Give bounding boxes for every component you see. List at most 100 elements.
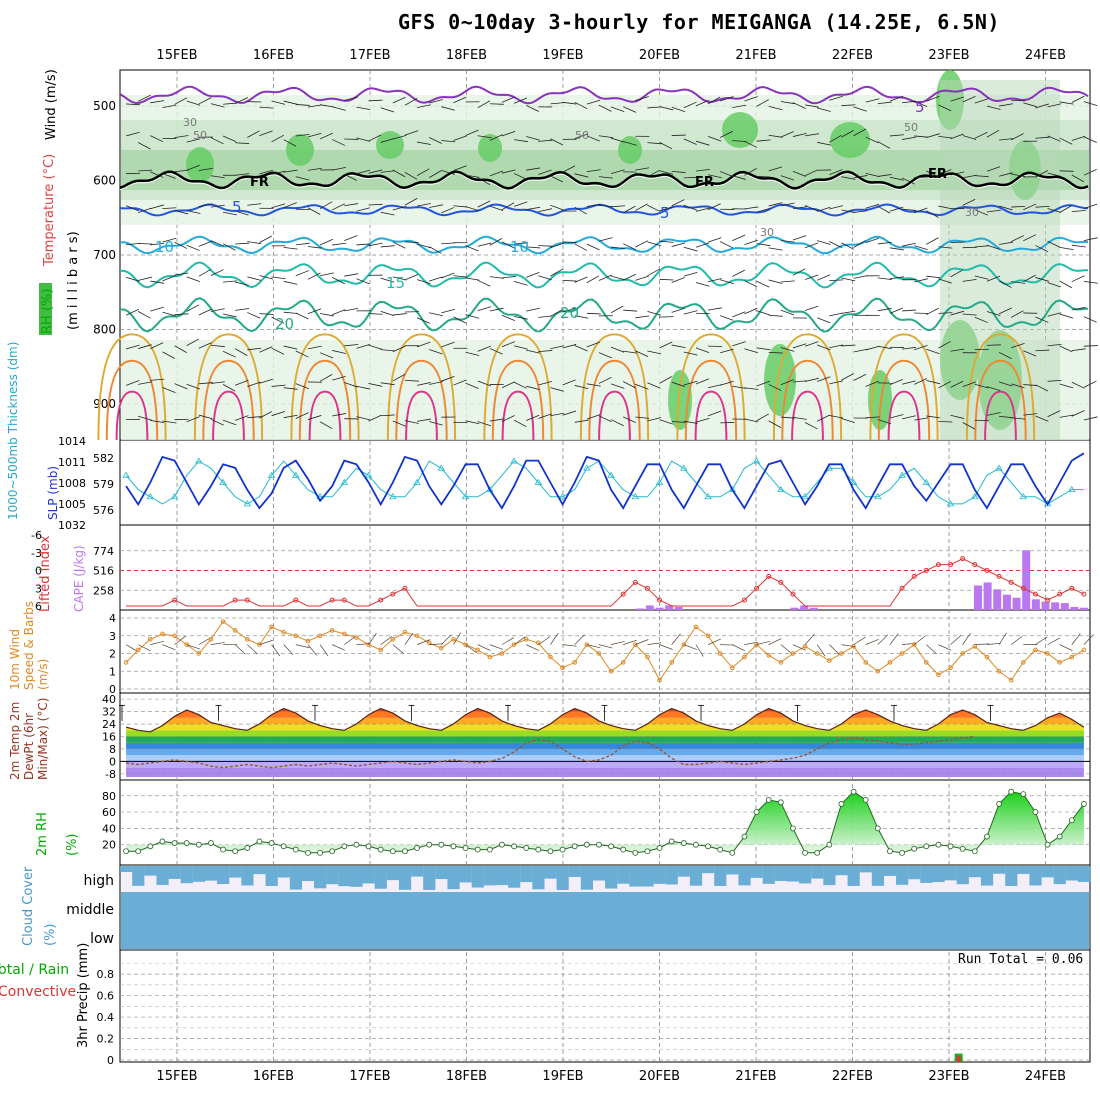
isotherm-label-10: 10 bbox=[155, 238, 174, 256]
upper-wind-barb bbox=[1035, 384, 1049, 392]
wind-speed-point bbox=[135, 647, 141, 653]
upper-wind-barb bbox=[841, 176, 856, 180]
temp-color-band bbox=[126, 711, 1084, 718]
wind-barb bbox=[138, 644, 151, 652]
wind-speed-point bbox=[281, 629, 286, 635]
temp-color-band bbox=[126, 755, 1084, 762]
cloud-high-bar bbox=[1065, 866, 1079, 881]
isotherm-label-15: 15 bbox=[386, 274, 405, 292]
upper-wind-barb bbox=[623, 273, 636, 281]
thickness-ytick: 582 bbox=[93, 452, 114, 465]
upper-wind-barb bbox=[235, 281, 249, 286]
upper-wind-barb bbox=[792, 343, 807, 349]
upper-wind-barb bbox=[562, 410, 577, 416]
cape-bar bbox=[665, 605, 674, 610]
bottom-date-label: 21FEB bbox=[735, 1069, 776, 1084]
freezing-level-label: FR bbox=[250, 175, 269, 190]
panel-frame-wind bbox=[119, 609, 1091, 694]
rh-point bbox=[644, 848, 651, 855]
upper-wind-barb bbox=[198, 168, 213, 171]
upper-wind-barb bbox=[926, 275, 941, 279]
upper-wind-barb bbox=[817, 274, 831, 281]
upper-wind-barb bbox=[1071, 95, 1085, 103]
rh-point bbox=[402, 848, 408, 855]
upper-wind-barb bbox=[319, 352, 334, 359]
rh-point bbox=[244, 845, 251, 851]
upper-wind-barb bbox=[332, 139, 346, 146]
bottom-date-label: 15FEB bbox=[156, 1069, 197, 1084]
upper-wind-barb bbox=[804, 169, 818, 177]
upper-wind-barb bbox=[586, 312, 601, 315]
wind-speed-point bbox=[814, 651, 820, 656]
temp-color-band bbox=[126, 761, 1084, 768]
upper-wind-barb bbox=[150, 171, 164, 178]
upper-wind-barb bbox=[877, 241, 892, 245]
upper-wind-barb bbox=[453, 135, 467, 141]
wind-speed-point bbox=[451, 637, 456, 642]
upper-wind-barb bbox=[817, 344, 831, 351]
upper-wind-barb bbox=[319, 201, 333, 210]
wind-speed-point bbox=[390, 637, 396, 642]
upper-wind-barb bbox=[125, 380, 140, 386]
wind-speed-point bbox=[863, 660, 868, 665]
upper-wind-barb bbox=[986, 166, 1001, 172]
lifted-index-point bbox=[402, 585, 408, 591]
wind-ytick: 2 bbox=[109, 648, 116, 661]
lifted-index-point bbox=[766, 573, 772, 579]
upper-wind-barb bbox=[841, 209, 856, 213]
upper-wind-barb bbox=[295, 133, 310, 137]
upper-wind-barb bbox=[1047, 208, 1062, 213]
upper-wind-barb bbox=[695, 378, 710, 385]
upper-wind-barb bbox=[647, 106, 662, 109]
thickness-point bbox=[292, 471, 300, 478]
upper-wind-barb bbox=[477, 279, 491, 287]
precip-ytick: 0.4 bbox=[97, 1011, 115, 1024]
cape-bar bbox=[1012, 597, 1021, 610]
isotherm-label-5: 5 bbox=[660, 204, 670, 222]
upper-wind-barb bbox=[647, 204, 661, 212]
rh-point bbox=[341, 843, 348, 850]
upper-wind-barb bbox=[695, 242, 710, 248]
cloud-high-bar bbox=[168, 866, 181, 879]
wind-barb bbox=[889, 633, 899, 645]
upper-wind-barb bbox=[683, 272, 698, 277]
upper-wind-barb bbox=[392, 134, 407, 140]
upper-wind-barb bbox=[1047, 172, 1062, 177]
precip-run-total: Run Total = 0.06 bbox=[958, 952, 1084, 967]
cloud-high-bar bbox=[956, 866, 969, 885]
rh-point bbox=[1020, 791, 1027, 798]
temp-ytick: 24 bbox=[102, 718, 116, 731]
upper-wind-barb bbox=[574, 173, 589, 178]
upper-wind-barb bbox=[647, 310, 661, 316]
upper-wind-barb bbox=[744, 307, 758, 315]
rh-point bbox=[971, 848, 978, 855]
upper-wind-barb bbox=[380, 245, 395, 248]
upper-wind-barb bbox=[671, 307, 686, 313]
upper-wind-barb bbox=[889, 307, 904, 314]
upper-wind-barb bbox=[877, 308, 892, 312]
rh-point bbox=[268, 840, 275, 846]
top-date-label: 20FEB bbox=[639, 48, 680, 63]
upper-wind-barb bbox=[926, 415, 941, 419]
wind-speed-point bbox=[960, 651, 965, 656]
isotherm-5 bbox=[119, 203, 1089, 217]
lifted-index-point bbox=[1020, 585, 1026, 591]
upper-wind-barb bbox=[914, 378, 928, 385]
upper-wind-barb bbox=[1011, 235, 1024, 242]
upper-wind-barb bbox=[477, 242, 492, 247]
temp-color-band bbox=[126, 730, 1084, 737]
upper-wind-barb bbox=[950, 348, 965, 352]
upper-wind-barb bbox=[538, 350, 553, 352]
isotherm-20 bbox=[120, 297, 1088, 333]
upper-wind-barb bbox=[404, 241, 419, 244]
upper-wind-barb bbox=[889, 247, 904, 251]
wind-barb bbox=[635, 639, 649, 645]
upper-wind-barb bbox=[938, 421, 953, 423]
upper-wind-barb bbox=[453, 205, 468, 208]
upper-wind-barb bbox=[441, 106, 455, 111]
upper-wind-barb bbox=[1059, 383, 1074, 389]
upper-wind-barb bbox=[1083, 237, 1098, 242]
upper-wind-barb bbox=[453, 316, 467, 324]
upper-wind-barb bbox=[150, 378, 165, 381]
wind-barb bbox=[598, 644, 613, 649]
